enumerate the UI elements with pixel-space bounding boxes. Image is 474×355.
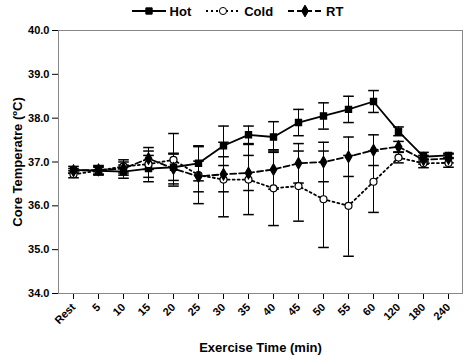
svg-text:25: 25	[185, 301, 202, 318]
svg-text:15: 15	[135, 301, 152, 318]
svg-text:34.0: 34.0	[28, 287, 49, 299]
svg-text:240: 240	[431, 301, 452, 322]
svg-text:50: 50	[310, 301, 327, 318]
svg-text:39.0: 39.0	[28, 68, 49, 80]
svg-text:60: 60	[360, 301, 377, 318]
svg-text:10: 10	[110, 301, 127, 318]
svg-text:38.0: 38.0	[28, 112, 49, 124]
html-text:Cold: Cold	[244, 3, 274, 19]
svg-text:35: 35	[235, 301, 252, 318]
svg-text:40.0: 40.0	[28, 24, 49, 36]
svg-text:Core Temperatre (ºC): Core Temperatre (ºC)	[10, 97, 25, 226]
svg-text:40: 40	[260, 301, 277, 318]
html-text:RT: RT	[326, 3, 344, 19]
html-text:Hot: Hot	[169, 3, 192, 19]
svg-text:55: 55	[335, 301, 352, 318]
svg-text:120: 120	[381, 301, 402, 322]
svg-text:20: 20	[160, 301, 177, 318]
svg-text:5: 5	[90, 301, 103, 314]
svg-text:180: 180	[406, 301, 427, 322]
svg-text:Rest: Rest	[52, 301, 78, 327]
svg-text:Exercise Time (min): Exercise Time (min)	[199, 340, 322, 355]
svg-text:37.0: 37.0	[28, 156, 49, 168]
svg-text:36.0: 36.0	[28, 199, 49, 211]
svg-text:30: 30	[210, 301, 227, 318]
svg-text:45: 45	[285, 301, 302, 318]
svg-text:35.0: 35.0	[28, 243, 49, 255]
